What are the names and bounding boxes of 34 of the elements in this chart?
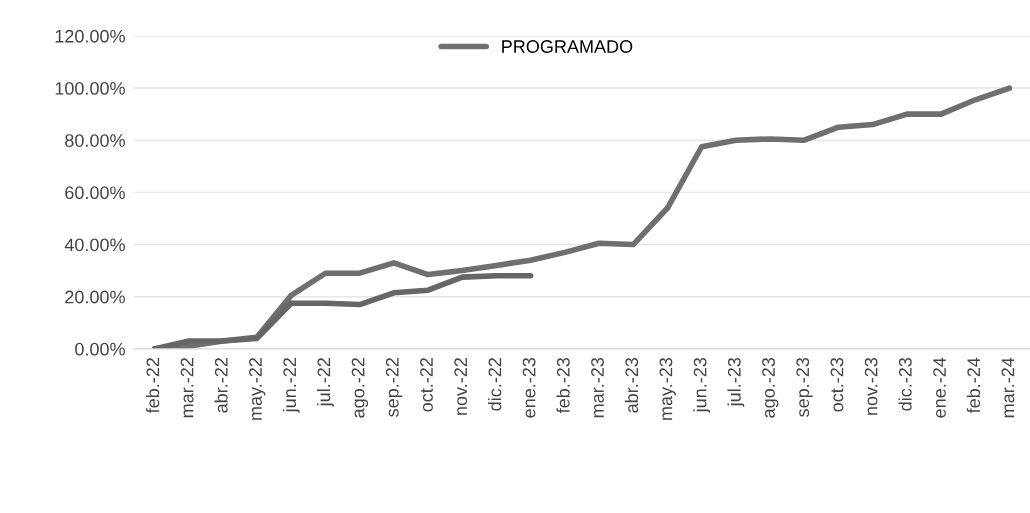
x-tick-label: mar.-23 bbox=[591, 357, 604, 418]
x-tick-label: abr.-23 bbox=[624, 357, 639, 413]
x-tick-label: abr.-22 bbox=[214, 358, 228, 413]
x-tick-label: dic.-23 bbox=[898, 357, 912, 411]
x-tick-label: jul.-23 bbox=[727, 357, 745, 407]
x-tick-label: mar.-22 bbox=[180, 358, 194, 418]
x-tick-label: ene.-23 bbox=[522, 357, 536, 418]
legend-label: PROGRAMADO bbox=[502, 40, 633, 53]
x-tick-label: nov.-22 bbox=[454, 358, 468, 415]
x-tick-label: jul.-22 bbox=[317, 358, 334, 407]
y-tick-label: 20.00% bbox=[65, 290, 125, 304]
x-tick-label: nov.-23 bbox=[864, 357, 878, 415]
x-tick-label: oct.-22 bbox=[420, 358, 433, 412]
x-tick-label: sep.-22 bbox=[385, 358, 403, 417]
y-tick-label: 60.00% bbox=[65, 186, 125, 200]
x-tick-label: oct.-23 bbox=[830, 357, 844, 412]
x-tick-label: ene.-24 bbox=[933, 357, 946, 418]
y-tick-label: 80.00% bbox=[65, 134, 125, 147]
y-tick-label: 120.00% bbox=[55, 29, 125, 43]
x-tick-label: may.-23 bbox=[659, 357, 676, 420]
x-tick-label: sep.-23 bbox=[796, 357, 813, 417]
x-tick-label: feb.-23 bbox=[556, 357, 570, 414]
x-tick-label: mar.-24 bbox=[1001, 357, 1015, 418]
x-tick-label: ago.-23 bbox=[762, 357, 779, 418]
x-tick-label: ago.-22 bbox=[351, 358, 369, 418]
y-tick-label: 40.00% bbox=[64, 238, 125, 252]
x-tick-label: jun.-23 bbox=[693, 357, 711, 413]
x-tick-label: jun.-22 bbox=[282, 358, 300, 413]
x-tick-label: may.-22 bbox=[249, 358, 266, 420]
x-tick-label: feb.-22 bbox=[146, 358, 160, 414]
y-tick-label: 0.00% bbox=[75, 342, 125, 356]
x-tick-label: feb.-24 bbox=[966, 357, 981, 414]
y-tick-label: 100.00% bbox=[55, 82, 125, 95]
x-tick-label: dic.-22 bbox=[488, 358, 502, 411]
